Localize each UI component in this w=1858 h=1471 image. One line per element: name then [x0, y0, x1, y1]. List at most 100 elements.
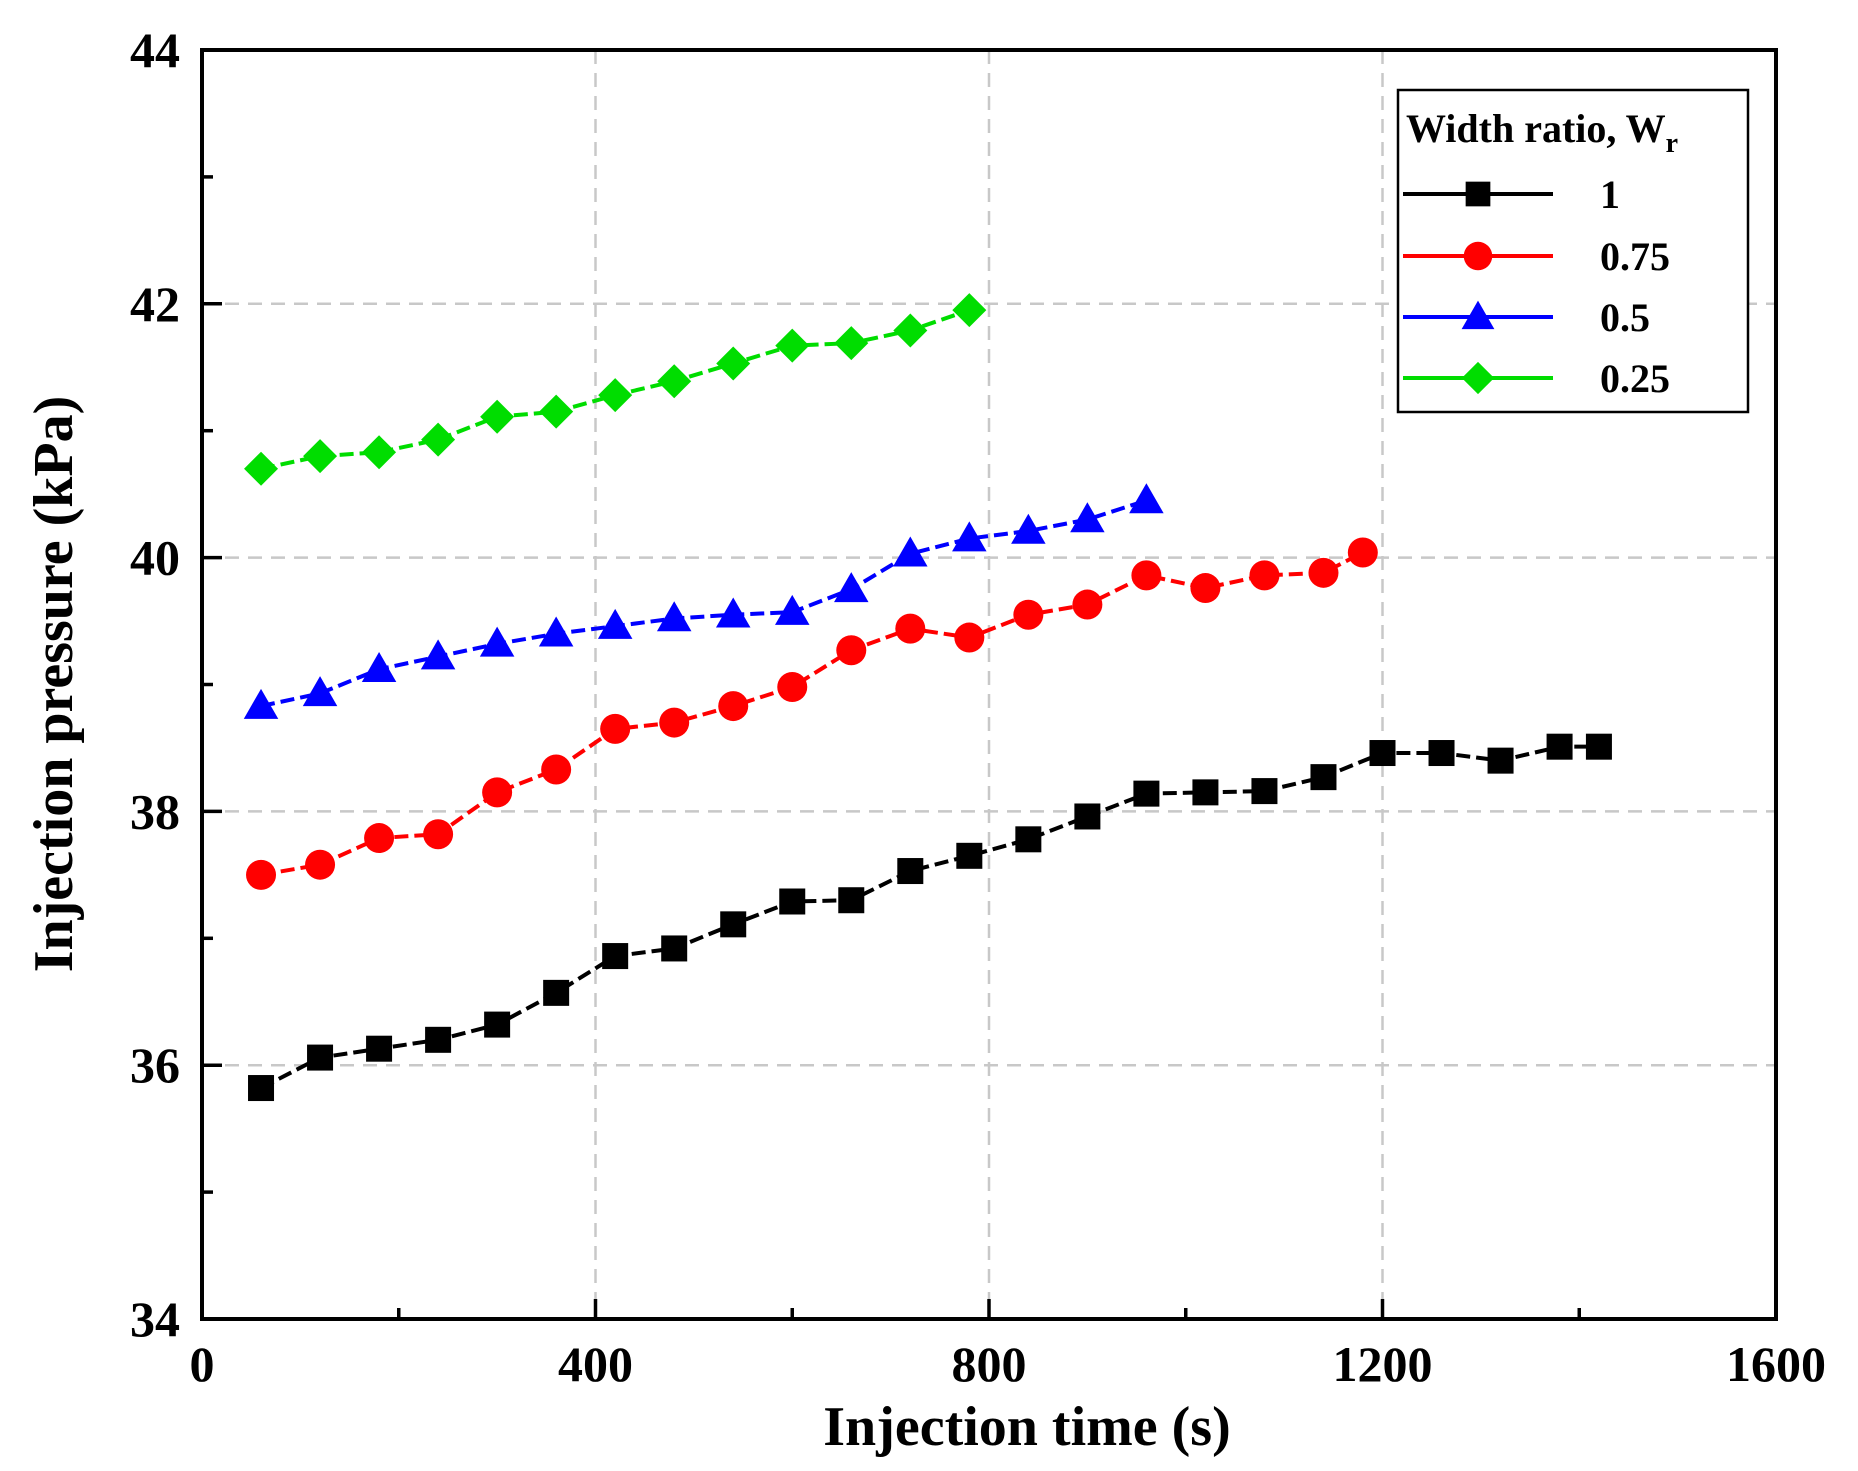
data-point-1	[307, 1044, 334, 1071]
x-tick-label: 400	[558, 1336, 633, 1392]
legend-label-1: 1	[1600, 172, 1620, 217]
x-axis-title: Injection time (s)	[823, 1396, 1230, 1458]
data-point-0.5	[893, 536, 928, 567]
data-point-0.75	[423, 819, 454, 850]
series-1	[248, 733, 1612, 1102]
series-layer	[243, 293, 1612, 1102]
data-point-1	[1369, 740, 1396, 767]
data-point-0.25	[362, 435, 397, 470]
data-point-0.5	[775, 594, 810, 625]
series-line-1	[260, 744, 1599, 1090]
data-point-1	[1251, 778, 1278, 805]
data-point-0.75	[305, 849, 336, 880]
legend-item-0.5: 0.5	[1403, 295, 1650, 340]
data-point-1	[1487, 747, 1514, 774]
data-point-0.5	[538, 616, 574, 647]
data-point-0.25	[775, 328, 810, 363]
x-tick-label: 1200	[1333, 1336, 1433, 1392]
series-line-0.5	[260, 498, 1148, 709]
data-point-0.5	[952, 521, 987, 552]
legend-marker-0.75	[1463, 241, 1493, 271]
y-tick-label: 40	[130, 530, 180, 586]
legend-title: Width ratio, Wr	[1406, 106, 1678, 159]
data-point-0.75	[364, 823, 395, 854]
data-point-1	[897, 858, 924, 885]
data-point-1	[425, 1026, 452, 1053]
data-point-0.25	[598, 378, 633, 413]
data-point-0.75	[1308, 557, 1339, 588]
data-point-0.75	[954, 622, 985, 653]
data-point-1	[720, 911, 747, 938]
series-0.25	[244, 293, 987, 486]
data-point-0.5	[597, 608, 633, 639]
data-point-1	[602, 943, 629, 970]
y-tick-label: 44	[130, 22, 180, 78]
data-point-0.75	[1190, 573, 1221, 604]
legend-item-0.75: 0.75	[1403, 234, 1670, 279]
data-point-0.25	[244, 451, 279, 486]
grid-lines	[202, 50, 1776, 1319]
data-point-0.75	[836, 635, 867, 666]
data-point-0.25	[480, 399, 515, 434]
series-0.75	[246, 537, 1378, 890]
data-point-0.5	[715, 597, 751, 628]
legend-marker-0.25	[1461, 361, 1495, 395]
data-point-0.75	[777, 672, 808, 703]
data-point-0.5	[834, 572, 869, 603]
data-point-0.5	[1070, 502, 1105, 533]
data-point-0.25	[716, 346, 751, 381]
data-point-1	[484, 1011, 511, 1038]
y-axis-title: Injection pressure (kPa)	[23, 396, 85, 973]
data-point-0.25	[303, 439, 338, 474]
data-point-0.75	[1347, 537, 1378, 568]
legend-item-1: 1	[1403, 172, 1620, 217]
data-point-1	[1585, 733, 1612, 760]
data-point-1	[956, 842, 983, 869]
legend-item-0.25: 0.25	[1403, 356, 1670, 401]
legend-box	[1396, 88, 1750, 414]
legend: Width ratio, Wr 1 0.75 0.5 0.25	[1396, 88, 1750, 414]
data-point-1	[1015, 826, 1042, 853]
legend-marker-0.5	[1461, 300, 1495, 330]
y-tick-label: 38	[130, 783, 180, 839]
legend-title-main: Width ratio, W	[1406, 106, 1666, 151]
series-0.5	[243, 483, 1164, 719]
data-point-0.5	[1129, 483, 1164, 514]
data-point-0.25	[421, 422, 456, 457]
data-point-1	[1192, 779, 1219, 806]
data-point-0.5	[420, 639, 456, 670]
data-point-0.75	[718, 691, 749, 722]
data-point-0.75	[895, 613, 926, 644]
legend-label-0.75: 0.75	[1600, 234, 1670, 279]
data-point-1	[1133, 780, 1160, 807]
data-point-0.75	[659, 707, 690, 738]
data-point-0.75	[1249, 560, 1280, 591]
data-point-0.75	[1072, 589, 1103, 620]
data-point-1	[248, 1075, 275, 1102]
data-point-0.75	[541, 754, 572, 785]
axes: 0 400 800 1200 1600 34 36 38 40 42 44	[130, 22, 1826, 1392]
data-point-0.25	[893, 313, 928, 348]
data-point-0.75	[482, 777, 513, 808]
legend-marker-1	[1465, 181, 1491, 207]
x-tick-label: 1600	[1726, 1336, 1826, 1392]
data-point-0.5	[656, 601, 692, 632]
data-point-0.25	[657, 364, 692, 399]
data-point-0.75	[1131, 560, 1162, 591]
data-point-0.75	[246, 859, 277, 890]
data-point-1	[838, 887, 865, 914]
data-point-0.25	[834, 326, 869, 361]
data-point-1	[1074, 803, 1101, 830]
data-point-1	[1546, 733, 1573, 760]
data-point-1	[366, 1035, 393, 1062]
x-tick-label: 800	[952, 1336, 1027, 1392]
legend-items: 1 0.75 0.5 0.25	[1403, 172, 1670, 401]
data-point-1	[1310, 764, 1337, 791]
data-point-0.75	[1013, 599, 1044, 630]
y-tick-label: 42	[130, 276, 180, 332]
y-tick-label: 34	[130, 1291, 180, 1347]
data-point-0.5	[302, 676, 338, 707]
data-point-1	[1428, 740, 1455, 767]
data-point-0.25	[952, 293, 987, 328]
